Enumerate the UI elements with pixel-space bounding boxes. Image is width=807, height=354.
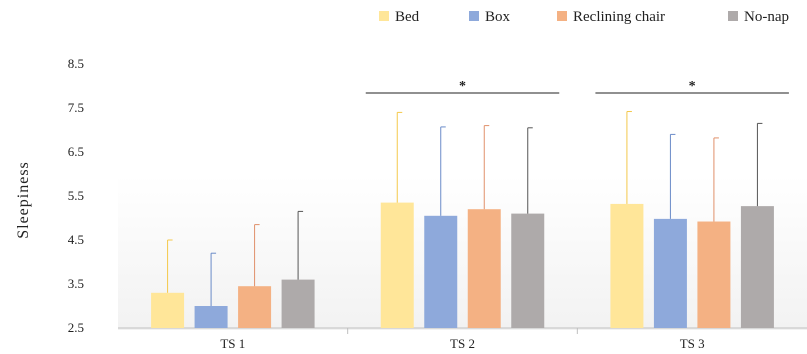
legend: Bed Box Reclining chair No-nap — [379, 9, 789, 25]
y-tick-label: 7.5 — [68, 100, 84, 115]
legend-label: Bed — [395, 9, 420, 25]
legend-swatch — [728, 11, 738, 21]
y-axis-title: Sleepiness — [15, 161, 32, 239]
legend-label: Reclining chair — [573, 9, 665, 25]
x-tick-label: TS 3 — [680, 336, 705, 351]
legend-swatch — [557, 11, 567, 21]
bar — [610, 203, 644, 328]
bar — [281, 279, 315, 328]
bar — [380, 202, 414, 328]
legend-label: Box — [485, 9, 511, 25]
y-tick-label: 5.5 — [68, 188, 84, 203]
bar — [151, 292, 185, 328]
x-tick-label: TS 2 — [450, 336, 475, 351]
bar — [467, 209, 501, 328]
significance-asterisk: * — [459, 79, 466, 94]
significance-asterisk: * — [689, 79, 696, 94]
plot-background — [118, 175, 807, 330]
bars — [151, 111, 774, 328]
bar — [194, 306, 228, 328]
bar — [511, 213, 545, 328]
bar — [238, 286, 272, 328]
y-tick-label: 6.5 — [68, 144, 84, 159]
bar — [740, 206, 774, 328]
legend-swatch — [469, 11, 479, 21]
legend-swatch — [379, 11, 389, 21]
y-axis: 2.5 3.5 4.5 5.5 6.5 7.5 8.5 — [68, 56, 84, 335]
legend-label: No-nap — [744, 9, 789, 25]
bar — [424, 215, 458, 328]
y-tick-label: 4.5 — [68, 232, 84, 247]
significance-annotations: * * — [365, 79, 789, 94]
x-axis: TS 1 TS 2 TS 3 — [118, 327, 807, 351]
y-tick-label: 3.5 — [68, 276, 84, 291]
y-tick-label: 8.5 — [68, 56, 84, 71]
bar — [653, 218, 687, 328]
y-tick-label: 2.5 — [68, 320, 84, 335]
x-tick-label: TS 1 — [220, 336, 245, 351]
bar — [697, 221, 731, 328]
